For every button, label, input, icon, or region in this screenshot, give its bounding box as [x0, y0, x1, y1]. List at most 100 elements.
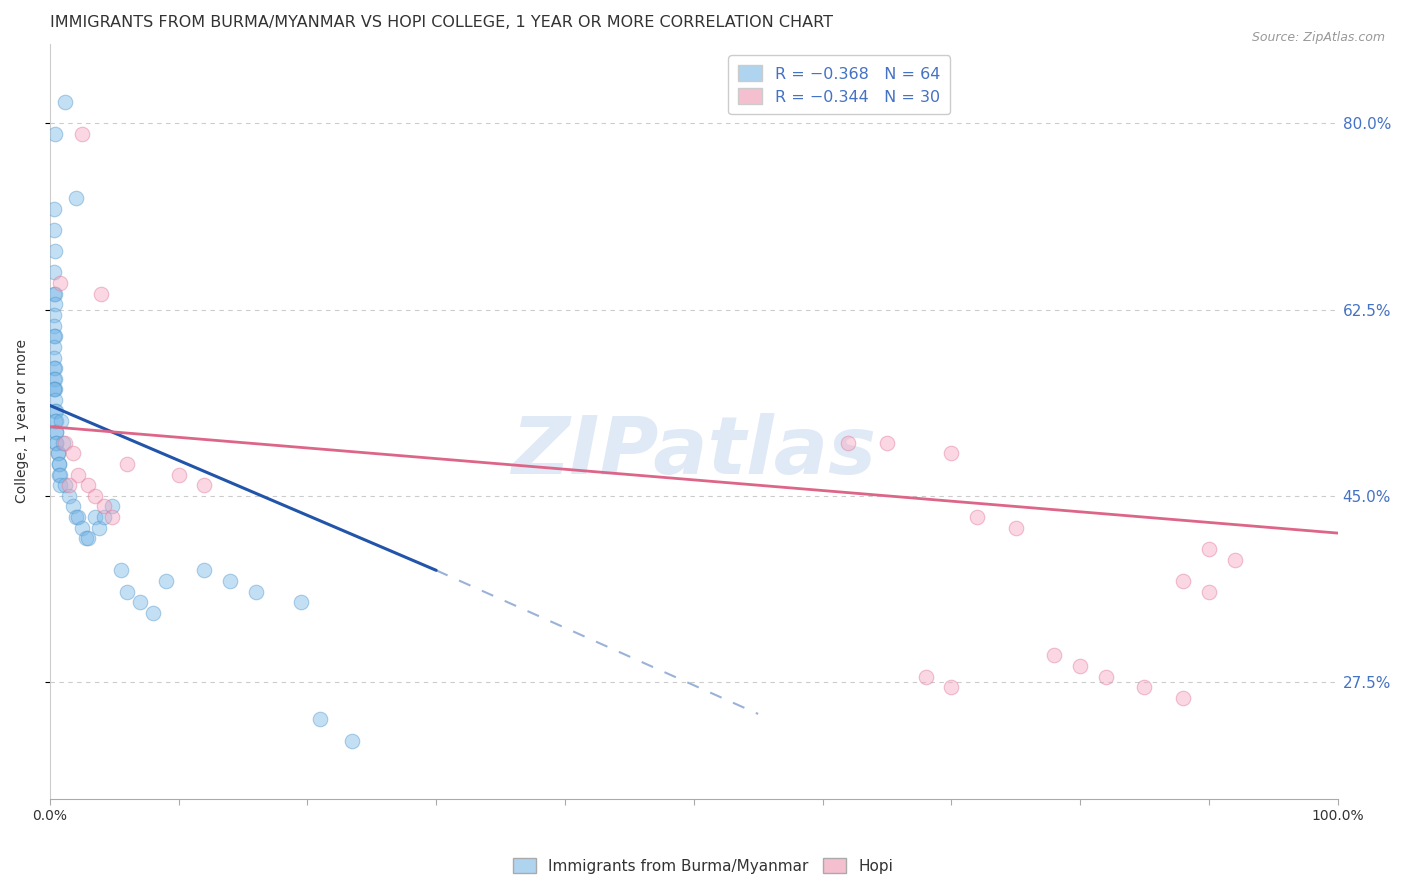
Point: [941, 681, 963, 695]
Point: [84, 510, 107, 524]
Point: [44, 383, 66, 397]
Point: [1223, 552, 1246, 566]
Point: [67, 467, 90, 482]
Point: [62, 446, 84, 460]
Point: [115, 457, 138, 471]
Point: [42, 383, 65, 397]
Point: [44, 286, 66, 301]
Point: [42, 265, 65, 279]
Point: [53, 95, 76, 110]
Point: [62, 500, 84, 514]
Point: [75, 532, 97, 546]
Point: [44, 127, 66, 141]
Point: [219, 574, 242, 588]
Point: [110, 563, 132, 577]
Point: [44, 372, 66, 386]
Point: [100, 510, 122, 524]
Point: [42, 329, 65, 343]
Point: [45, 435, 67, 450]
Point: [876, 435, 898, 450]
Point: [142, 606, 165, 620]
Point: [42, 383, 65, 397]
Point: [53, 435, 76, 450]
Point: [93, 510, 115, 524]
Point: [90, 286, 112, 301]
Y-axis label: College, 1 year or more: College, 1 year or more: [15, 339, 30, 503]
Point: [1198, 584, 1220, 599]
Point: [44, 297, 66, 311]
Point: [115, 584, 138, 599]
Text: IMMIGRANTS FROM BURMA/MYANMAR VS HOPI COLLEGE, 1 YEAR OR MORE CORRELATION CHART: IMMIGRANTS FROM BURMA/MYANMAR VS HOPI CO…: [49, 15, 832, 30]
Point: [44, 393, 66, 408]
Point: [44, 361, 66, 376]
Point: [193, 563, 215, 577]
Point: [48, 457, 70, 471]
Point: [44, 414, 66, 428]
Point: [84, 489, 107, 503]
Text: Source: ZipAtlas.com: Source: ZipAtlas.com: [1251, 31, 1385, 45]
Point: [93, 500, 115, 514]
Point: [290, 595, 312, 609]
Point: [48, 457, 70, 471]
Point: [914, 670, 936, 684]
Point: [309, 712, 332, 726]
Point: [77, 532, 100, 546]
Point: [70, 521, 93, 535]
Point: [49, 276, 72, 290]
Legend: R = −0.368   N = 64, R = −0.344   N = 30: R = −0.368 N = 64, R = −0.344 N = 30: [728, 55, 949, 114]
Point: [966, 510, 988, 524]
Point: [65, 191, 87, 205]
Point: [45, 425, 67, 439]
Point: [51, 414, 73, 428]
Point: [1069, 659, 1091, 673]
Point: [1171, 574, 1194, 588]
Point: [42, 372, 65, 386]
Point: [42, 223, 65, 237]
Point: [58, 489, 80, 503]
Point: [1043, 648, 1066, 663]
Point: [44, 329, 66, 343]
Point: [45, 403, 67, 417]
Point: [1171, 690, 1194, 705]
Point: [70, 127, 93, 141]
Point: [941, 446, 963, 460]
Point: [44, 403, 66, 417]
Point: [100, 500, 122, 514]
Legend: Immigrants from Burma/Myanmar, Hopi: Immigrants from Burma/Myanmar, Hopi: [506, 852, 900, 880]
Point: [42, 340, 65, 354]
Point: [42, 351, 65, 365]
Point: [77, 478, 100, 492]
Point: [42, 202, 65, 216]
Point: [53, 478, 76, 492]
Point: [58, 478, 80, 492]
Point: [167, 467, 190, 482]
Point: [49, 467, 72, 482]
Point: [45, 425, 67, 439]
Point: [52, 435, 75, 450]
Point: [45, 435, 67, 450]
Point: [1095, 670, 1118, 684]
Point: [1133, 681, 1156, 695]
Point: [42, 361, 65, 376]
Point: [49, 478, 72, 492]
Point: [46, 446, 69, 460]
Point: [87, 521, 110, 535]
Point: [67, 510, 90, 524]
Point: [46, 446, 69, 460]
Point: [44, 244, 66, 259]
Point: [45, 414, 67, 428]
Point: [42, 318, 65, 333]
Point: [65, 510, 87, 524]
Point: [837, 435, 859, 450]
Point: [129, 595, 152, 609]
Point: [1198, 542, 1220, 557]
Point: [42, 286, 65, 301]
Point: [245, 584, 267, 599]
Point: [42, 308, 65, 322]
Point: [342, 733, 364, 747]
Point: [1004, 521, 1026, 535]
Point: [193, 478, 215, 492]
Text: ZIPatlas: ZIPatlas: [512, 413, 876, 491]
Point: [48, 467, 70, 482]
Point: [155, 574, 177, 588]
